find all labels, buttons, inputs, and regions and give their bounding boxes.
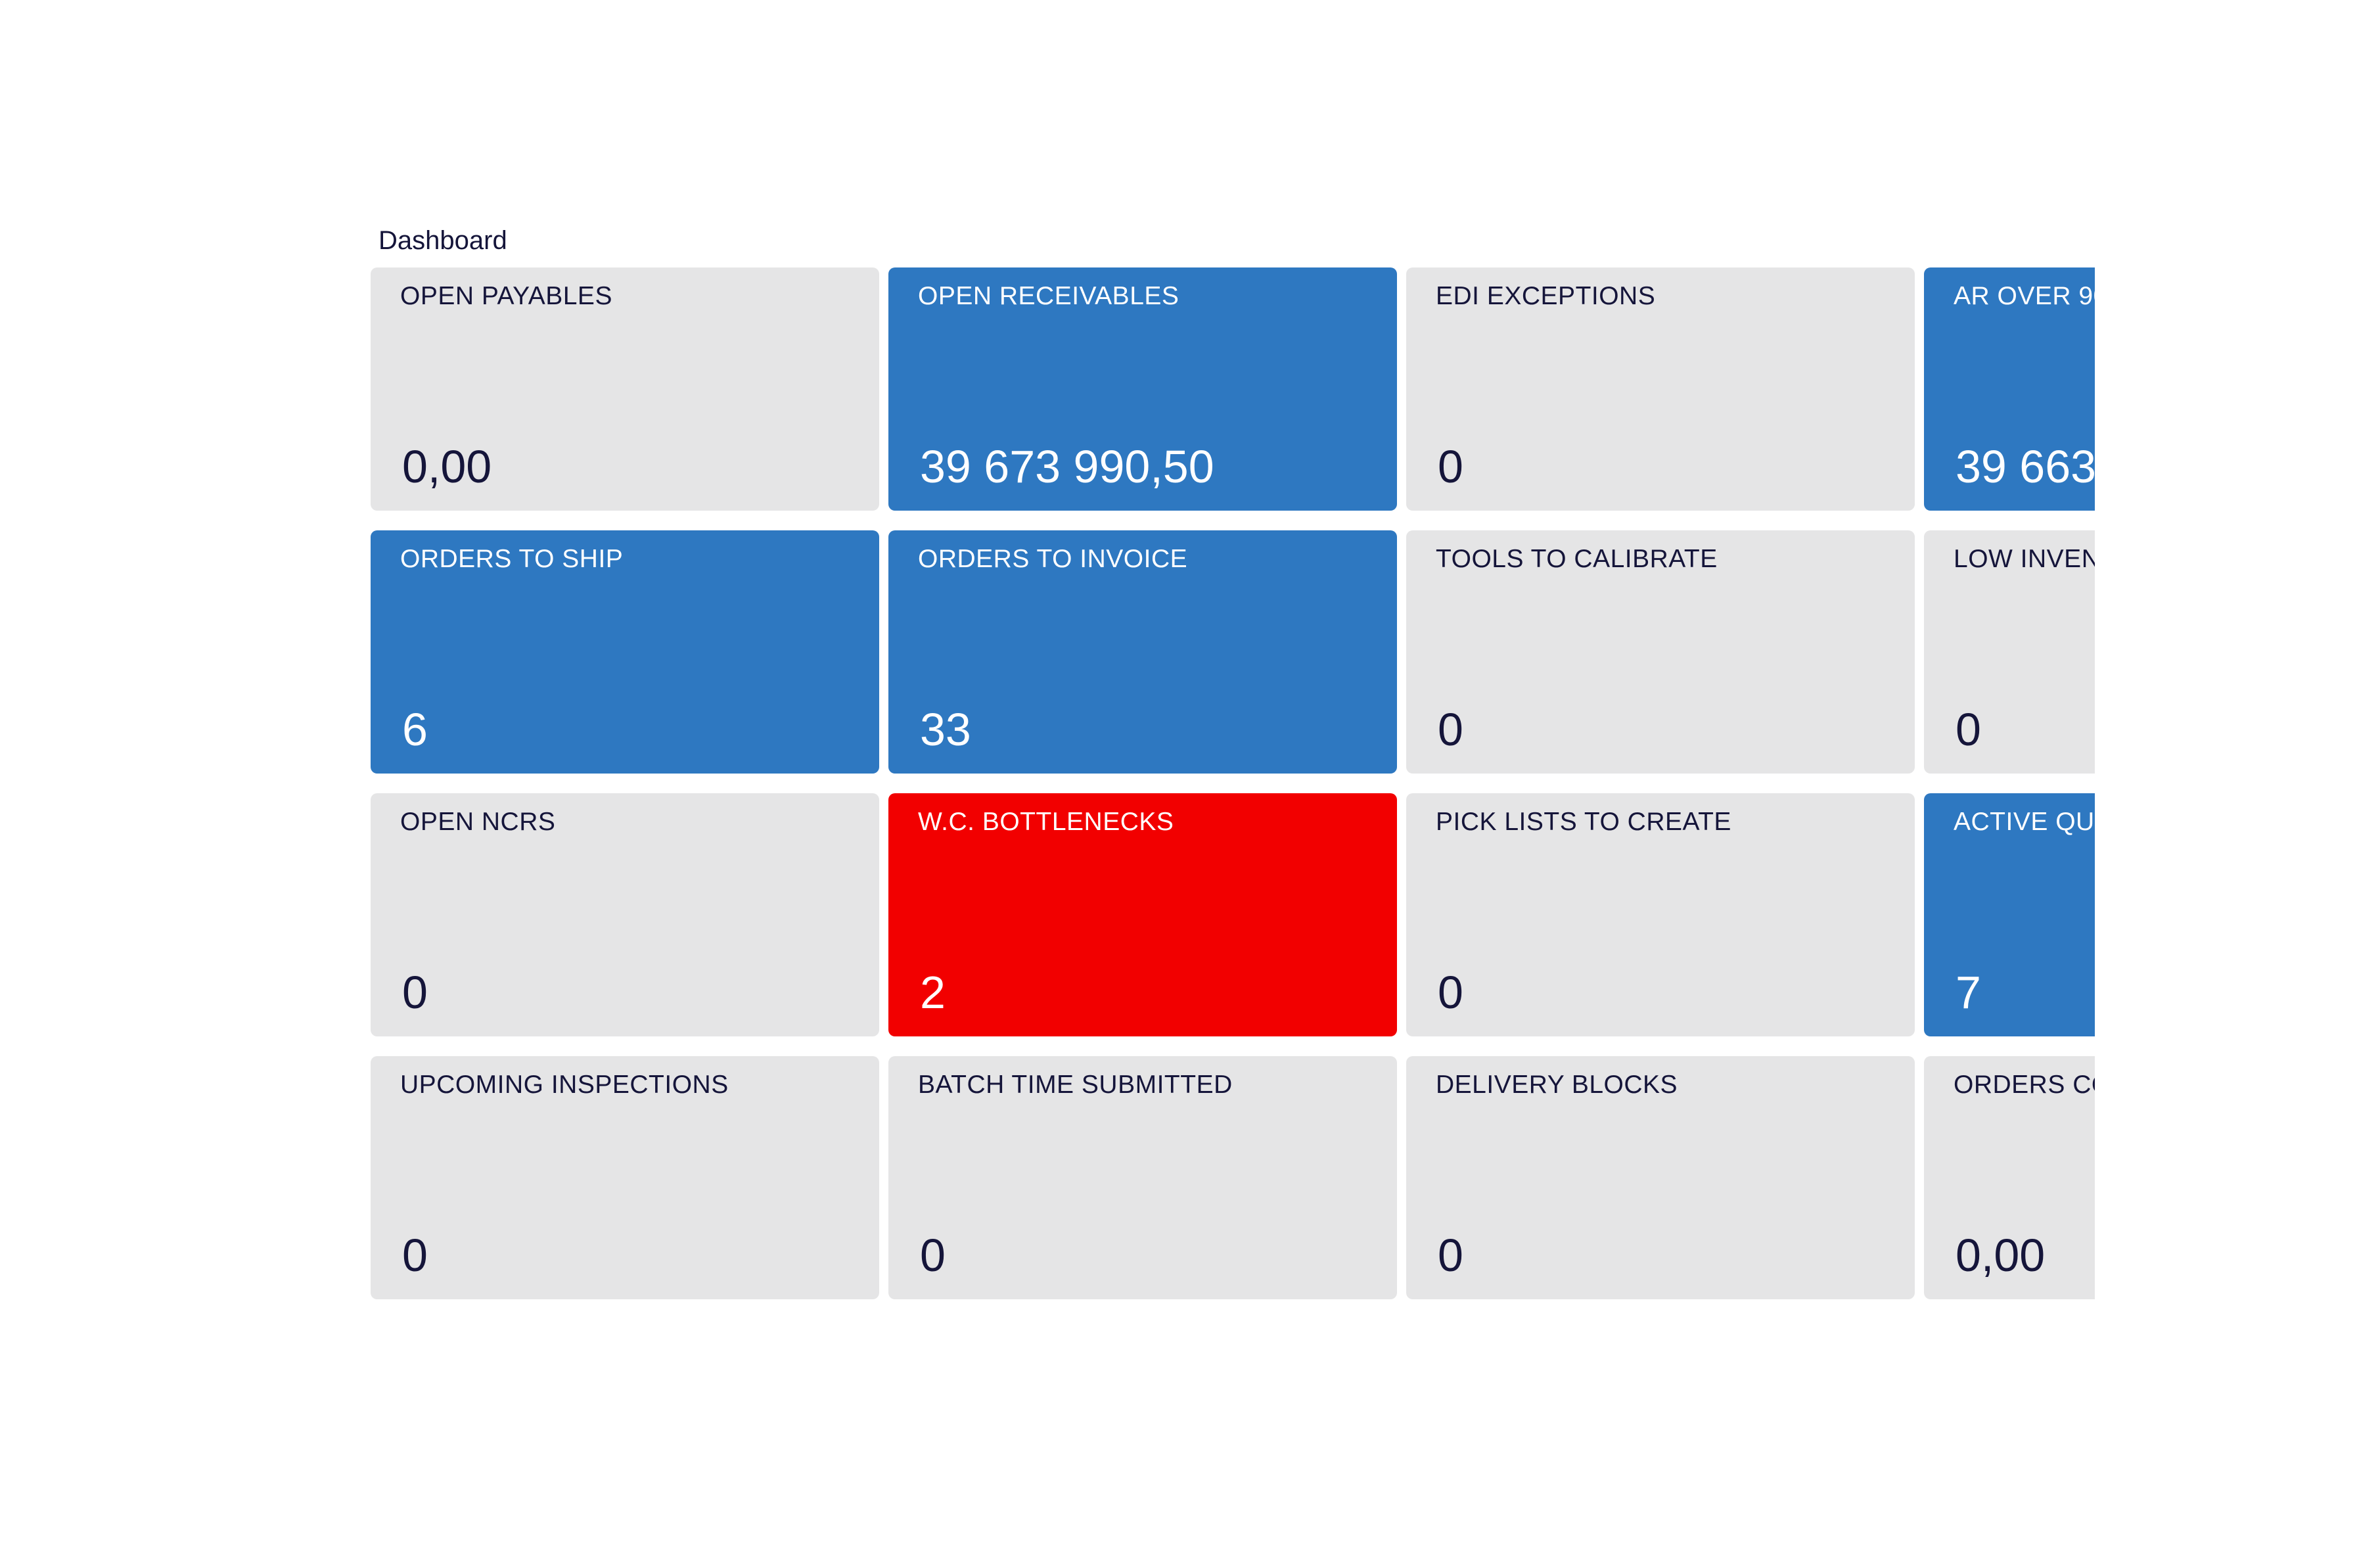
tile-label: DELIVERY BLOCKS [1436,1071,1678,1099]
tile-delivery-blocks[interactable]: DELIVERY BLOCKS 0 [1406,1056,1915,1299]
tile-orders-co[interactable]: ORDERS CO 0,00 [1924,1056,2095,1299]
tile-label: AR OVER 90 [1954,282,2095,310]
tile-upcoming-inspections[interactable]: UPCOMING INSPECTIONS 0 [371,1056,879,1299]
tile-value: 39 673 990,50 [920,441,1214,492]
tile-label: W.C. BOTTLENECKS [918,808,1174,836]
tile-label: OPEN PAYABLES [400,282,612,310]
tile-value: 7 [1956,967,1981,1018]
tile-value: 0 [402,967,428,1018]
tile-label: ORDERS TO INVOICE [918,545,1188,573]
tile-value: 0 [1438,704,1463,755]
tile-label: OPEN NCRS [400,808,556,836]
tile-label: ORDERS TO SHIP [400,545,624,573]
tile-value: 39 663 [1956,441,2095,492]
tile-value: 33 [920,704,971,755]
tile-value: 2 [920,967,946,1018]
tile-label: PICK LISTS TO CREATE [1436,808,1731,836]
tile-low-inventory[interactable]: LOW INVENT 0 [1924,530,2095,774]
tile-open-receivables[interactable]: OPEN RECEIVABLES 39 673 990,50 [888,267,1397,511]
tile-label: OPEN RECEIVABLES [918,282,1179,310]
tile-ar-over-90[interactable]: AR OVER 90 39 663 [1924,267,2095,511]
tile-pick-lists-to-create[interactable]: PICK LISTS TO CREATE 0 [1406,793,1915,1036]
tile-open-payables[interactable]: OPEN PAYABLES 0,00 [371,267,879,511]
tile-batch-time-submitted[interactable]: BATCH TIME SUBMITTED 0 [888,1056,1397,1299]
tile-value: 0 [920,1230,946,1281]
tile-label: TOOLS TO CALIBRATE [1436,545,1718,573]
tile-value: 0 [1956,704,1981,755]
tile-label: LOW INVENT [1954,545,2095,573]
tile-value: 0 [1438,1230,1463,1281]
tile-value: 6 [402,704,428,755]
tile-tools-to-calibrate[interactable]: TOOLS TO CALIBRATE 0 [1406,530,1915,774]
tile-open-ncrs[interactable]: OPEN NCRS 0 [371,793,879,1036]
tile-value: 0 [402,1230,428,1281]
tile-orders-to-ship[interactable]: ORDERS TO SHIP 6 [371,530,879,774]
tile-label: ACTIVE QUIT [1954,808,2095,836]
tile-label: ORDERS CO [1954,1071,2095,1099]
tile-active-quit[interactable]: ACTIVE QUIT 7 [1924,793,2095,1036]
tile-value: 0 [1438,441,1463,492]
tile-value: 0,00 [402,441,492,492]
tile-wc-bottlenecks[interactable]: W.C. BOTTLENECKS 2 [888,793,1397,1036]
tile-orders-to-invoice[interactable]: ORDERS TO INVOICE 33 [888,530,1397,774]
tile-value: 0 [1438,967,1463,1018]
tile-label: BATCH TIME SUBMITTED [918,1071,1233,1099]
tile-edi-exceptions[interactable]: EDI EXCEPTIONS 0 [1406,267,1915,511]
tile-value: 0,00 [1956,1230,2046,1281]
dashboard-grid: OPEN PAYABLES 0,00 OPEN RECEIVABLES 39 6… [371,267,2095,1299]
tile-label: EDI EXCEPTIONS [1436,282,1656,310]
page-title: Dashboard [378,226,507,255]
tile-label: UPCOMING INSPECTIONS [400,1071,729,1099]
